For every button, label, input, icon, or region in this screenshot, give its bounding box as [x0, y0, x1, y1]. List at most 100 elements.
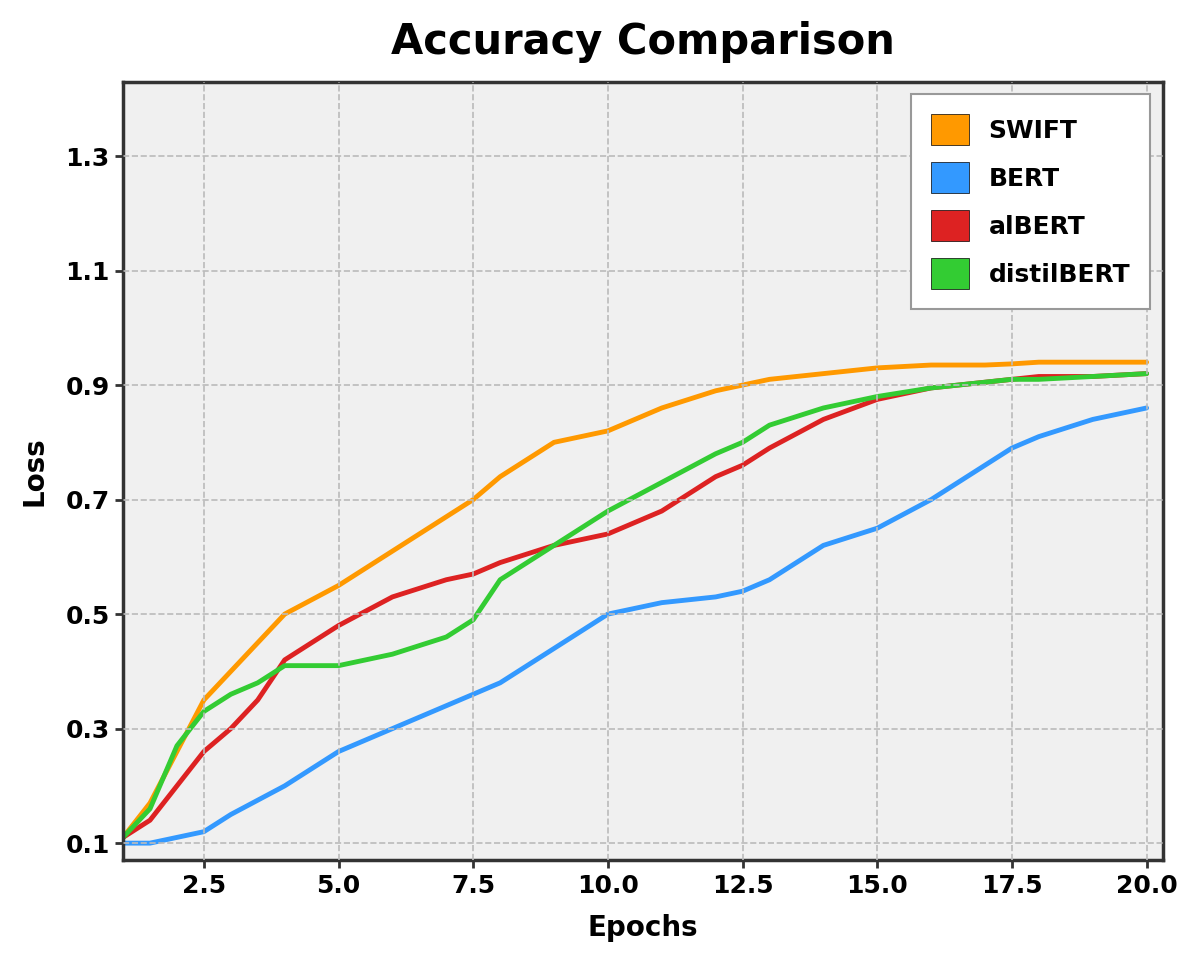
distilBERT	[601, 506, 616, 517]
SWIFT	[223, 665, 238, 677]
distilBERT	[169, 740, 184, 751]
alBERT	[116, 832, 131, 844]
alBERT	[654, 506, 668, 517]
SWIFT	[654, 403, 668, 414]
SWIFT	[547, 436, 562, 448]
Title: Accuracy Comparison: Accuracy Comparison	[391, 21, 895, 63]
distilBERT	[493, 574, 508, 586]
SWIFT	[1032, 356, 1046, 368]
BERT	[197, 826, 211, 838]
SWIFT	[385, 545, 400, 557]
alBERT	[197, 745, 211, 757]
BERT	[816, 539, 830, 551]
alBERT	[547, 539, 562, 551]
distilBERT	[277, 660, 292, 671]
Line: distilBERT: distilBERT	[124, 374, 1146, 838]
alBERT	[466, 568, 480, 580]
BERT	[924, 494, 938, 506]
SWIFT	[493, 471, 508, 482]
alBERT	[708, 471, 722, 482]
BERT	[1139, 403, 1153, 414]
distilBERT	[439, 631, 454, 642]
distilBERT	[143, 803, 157, 815]
alBERT	[439, 574, 454, 586]
BERT	[169, 832, 184, 844]
alBERT	[143, 815, 157, 826]
alBERT	[1086, 371, 1100, 382]
alBERT	[816, 414, 830, 426]
X-axis label: Epochs: Epochs	[588, 914, 698, 942]
alBERT	[223, 723, 238, 735]
distilBERT	[1004, 374, 1019, 385]
BERT	[331, 745, 346, 757]
SWIFT	[1004, 358, 1019, 370]
BERT	[1032, 430, 1046, 442]
alBERT	[1032, 371, 1046, 382]
BERT	[439, 700, 454, 712]
BERT	[1004, 442, 1019, 454]
distilBERT	[331, 660, 346, 671]
SWIFT	[601, 425, 616, 436]
alBERT	[1139, 368, 1153, 379]
alBERT	[762, 442, 776, 454]
distilBERT	[116, 832, 131, 844]
distilBERT	[762, 419, 776, 430]
distilBERT	[466, 614, 480, 626]
distilBERT	[385, 648, 400, 660]
SWIFT	[439, 511, 454, 523]
BERT	[708, 591, 722, 603]
distilBERT	[1139, 368, 1153, 379]
SWIFT	[143, 797, 157, 809]
alBERT	[1004, 374, 1019, 385]
distilBERT	[223, 689, 238, 700]
distilBERT	[654, 477, 668, 488]
BERT	[978, 459, 992, 471]
alBERT	[251, 694, 265, 706]
Line: alBERT: alBERT	[124, 374, 1146, 838]
SWIFT	[708, 385, 722, 397]
alBERT	[736, 459, 750, 471]
alBERT	[277, 654, 292, 665]
distilBERT	[924, 382, 938, 394]
SWIFT	[736, 379, 750, 391]
distilBERT	[547, 539, 562, 551]
distilBERT	[197, 706, 211, 717]
BERT	[870, 523, 884, 534]
alBERT	[978, 377, 992, 388]
SWIFT	[277, 609, 292, 620]
SWIFT	[762, 374, 776, 385]
SWIFT	[1139, 356, 1153, 368]
BERT	[385, 723, 400, 735]
BERT	[547, 642, 562, 654]
alBERT	[169, 780, 184, 792]
Legend: SWIFT, BERT, alBERT, distilBERT: SWIFT, BERT, alBERT, distilBERT	[911, 94, 1151, 308]
BERT	[736, 586, 750, 597]
SWIFT	[1086, 356, 1100, 368]
alBERT	[924, 382, 938, 394]
distilBERT	[736, 436, 750, 448]
SWIFT	[251, 637, 265, 648]
distilBERT	[816, 403, 830, 414]
BERT	[493, 677, 508, 689]
distilBERT	[251, 677, 265, 689]
BERT	[277, 780, 292, 792]
SWIFT	[197, 694, 211, 706]
Y-axis label: Loss: Loss	[20, 436, 49, 506]
distilBERT	[978, 377, 992, 388]
BERT	[143, 838, 157, 849]
distilBERT	[870, 391, 884, 403]
alBERT	[385, 591, 400, 603]
Line: SWIFT: SWIFT	[124, 362, 1146, 838]
SWIFT	[466, 494, 480, 506]
BERT	[1086, 414, 1100, 426]
alBERT	[870, 394, 884, 405]
BERT	[116, 838, 131, 849]
alBERT	[493, 557, 508, 568]
SWIFT	[978, 359, 992, 371]
SWIFT	[169, 745, 184, 757]
BERT	[601, 609, 616, 620]
distilBERT	[1032, 374, 1046, 385]
SWIFT	[924, 359, 938, 371]
SWIFT	[870, 362, 884, 374]
distilBERT	[1086, 371, 1100, 382]
